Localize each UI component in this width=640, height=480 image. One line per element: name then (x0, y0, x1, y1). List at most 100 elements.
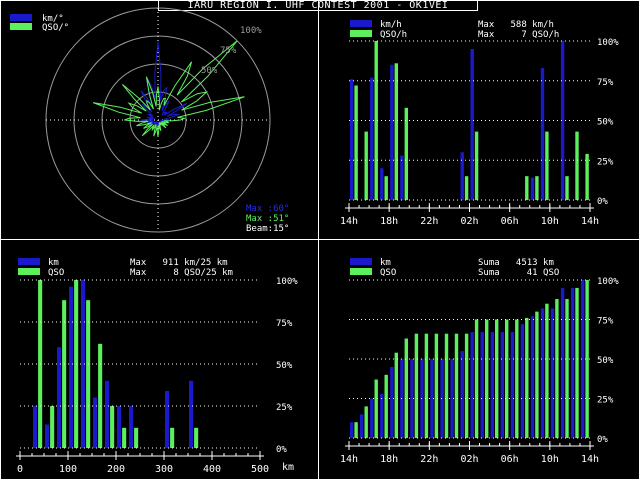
max-km-text: Max 588 km/h (478, 20, 554, 30)
bar-km-18 (390, 366, 394, 438)
bar-km-350 (189, 380, 194, 448)
bar-km-01 (460, 152, 464, 200)
bar-km-17 (380, 168, 384, 200)
legend-label-km: km (380, 258, 391, 268)
bar-km-14 (350, 422, 354, 438)
bar-qso-125 (86, 300, 91, 448)
legend-label-qso: QSO/° (42, 23, 69, 33)
bar-qso-04 (495, 319, 499, 438)
bar-qso-11 (565, 176, 569, 200)
bar-km-11 (560, 41, 565, 200)
bar-qso-12 (575, 131, 579, 200)
y-tick-label: 25% (597, 157, 614, 167)
ring-label-50: 50% (201, 66, 218, 76)
bar-qso-75 (62, 300, 67, 448)
bar-qso-18 (394, 63, 398, 200)
bar-qso-19 (404, 338, 408, 438)
bar-km-07 (520, 324, 525, 438)
bar-qso-10 (555, 299, 559, 438)
bar-km-12 (570, 287, 575, 438)
bar-qso-16 (374, 41, 378, 200)
x-tick-label: 100 (59, 464, 77, 475)
x-tick-label: 22h (420, 454, 438, 465)
bar-qso-11 (565, 299, 569, 438)
bar-km-02 (470, 332, 474, 438)
bar-qso-03 (485, 319, 489, 438)
legend-swatch-qso (10, 23, 32, 30)
bar-qso-14 (354, 422, 358, 438)
bar-qso-150 (98, 343, 103, 448)
bar-km-16 (370, 77, 374, 200)
bar-km-04 (490, 332, 494, 438)
bar-qso-22 (434, 333, 439, 438)
ring-label-100: 100% (240, 26, 262, 36)
sum-km-text: Suma 4513 km (478, 258, 554, 268)
x-tick-label: 14h (340, 454, 358, 465)
bar-km-300 (165, 390, 170, 448)
bar-qso-50 (50, 406, 55, 448)
bar-km-00 (450, 359, 454, 438)
x-tick-label: 10h (541, 216, 559, 227)
legend-swatch-qso (350, 268, 372, 275)
bar-qso-07 (525, 176, 529, 200)
bar-km-09 (540, 68, 545, 200)
bar-qso-06 (515, 319, 519, 438)
bar-km-08 (530, 177, 535, 200)
bar-km-17 (380, 393, 384, 438)
bar-qso-175 (110, 406, 115, 448)
x-tick-label: 06h (501, 216, 519, 227)
bar-qso-17 (384, 176, 388, 200)
bar-qso-19 (404, 107, 408, 200)
y-tick-label: 25% (597, 396, 614, 406)
polar-series (92, 40, 245, 137)
hourly-rate-panel: km/h QSO/h Max 588 km/h Max 7 QSO/h 14h 1… (340, 20, 619, 227)
x-tick-label: 0 (17, 464, 23, 475)
distance-histogram-panel: km QSO Max 911 km/25 km Max 8 QSO/25 km … (16, 258, 298, 475)
x-unit-label: km (282, 462, 294, 473)
axes: 14h 18h 22h 02h 06h 10h 14h 100% 75% 50% 25% 0% (340, 277, 619, 465)
bars (350, 41, 589, 200)
bar-km-125 (81, 280, 86, 448)
bar-km-15 (360, 414, 364, 438)
bar-qso-18 (394, 352, 398, 438)
bar-km-01 (460, 351, 464, 438)
bar-qso-02 (474, 131, 479, 200)
bar-qso-00 (454, 333, 459, 438)
bar-qso-09 (545, 303, 549, 438)
legend-label-qso: QSO/h (380, 30, 407, 40)
polar-series-km (140, 41, 188, 127)
bar-km-08 (530, 316, 535, 438)
bar-qso-16 (374, 379, 378, 438)
bar-qso-23 (444, 333, 449, 438)
bar-qso-08 (535, 311, 539, 438)
bar-km-19 (400, 155, 404, 200)
bar-qso-14 (354, 85, 358, 200)
bar-qso-15 (364, 131, 368, 200)
ring-label-75: 75% (220, 46, 237, 56)
y-tick-label: 100% (597, 277, 619, 287)
bar-qso-225 (134, 427, 139, 448)
legend-swatch-qso (350, 30, 372, 37)
y-tick-label: 75% (597, 78, 614, 88)
legend-label-qso: QSO (48, 268, 64, 278)
legend-label-qso: QSO (380, 268, 396, 278)
y-tick-label: 25% (276, 403, 293, 413)
max-qso-text: Max 7 QSO/h (478, 30, 559, 40)
max-km-label: Max :60° (246, 204, 289, 214)
max-qso-label: Max :51° (246, 214, 289, 224)
bar-km-02 (470, 49, 474, 200)
bar-qso-09 (545, 131, 549, 200)
legend-label-km: km/h (380, 20, 402, 30)
bar-km-09 (540, 308, 545, 438)
bar-km-13 (581, 280, 585, 438)
bar-qso-01 (464, 176, 469, 200)
bar-km-25 (33, 406, 38, 448)
bar-qso-02 (474, 319, 479, 438)
bar-km-20 (410, 359, 414, 438)
bar-km-100 (69, 286, 74, 448)
y-tick-label: 100% (597, 38, 619, 48)
bar-km-175 (105, 380, 110, 448)
legend-swatch-km (350, 20, 372, 27)
bar-km-18 (390, 64, 394, 200)
